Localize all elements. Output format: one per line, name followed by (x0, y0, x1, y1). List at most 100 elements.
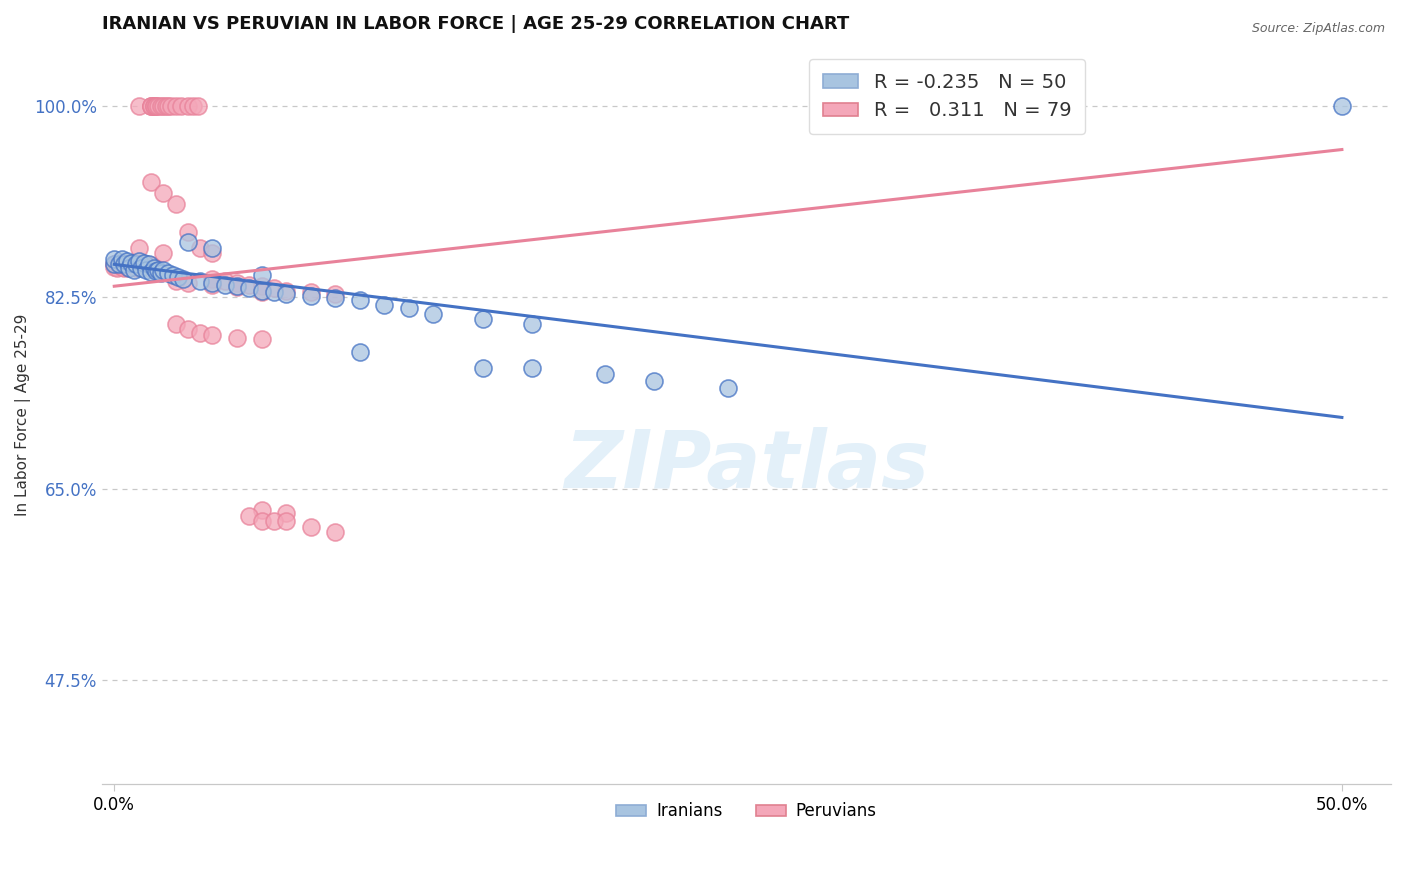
Point (149, 99, 172, 113)
Point (132, 256, 155, 270)
Point (177, 225, 200, 239)
Point (115, 260, 138, 274)
Point (139, 175, 162, 189)
Point (159, 99, 181, 113)
Point (250, 503, 273, 517)
Point (299, 285, 322, 299)
Point (238, 278, 260, 293)
Point (139, 99, 162, 113)
Point (643, 375, 665, 389)
Point (162, 268, 184, 283)
Point (177, 99, 200, 113)
Text: Source: ZipAtlas.com: Source: ZipAtlas.com (1251, 22, 1385, 36)
Point (142, 99, 165, 113)
Point (145, 99, 167, 113)
Point (152, 186, 174, 201)
Point (226, 330, 249, 344)
Point (105, 256, 128, 270)
Point (110, 256, 132, 270)
Point (422, 307, 444, 321)
Point (103, 257, 125, 271)
Point (177, 322, 200, 336)
Point (595, 367, 617, 381)
Point (263, 514, 285, 528)
Point (118, 260, 141, 275)
Point (139, 265, 162, 279)
Point (250, 285, 273, 299)
Point (128, 260, 150, 274)
Point (274, 506, 297, 520)
Point (152, 99, 174, 113)
Point (112, 257, 135, 271)
Point (165, 318, 187, 332)
Text: ZIPatlas: ZIPatlas (564, 427, 929, 506)
Point (115, 254, 138, 268)
Point (128, 99, 150, 113)
Point (132, 259, 155, 273)
Point (188, 241, 211, 255)
Point (250, 332, 273, 346)
Point (120, 257, 142, 271)
Point (177, 235, 200, 250)
Point (471, 361, 494, 376)
Point (471, 312, 494, 326)
Point (105, 260, 128, 275)
Point (129, 260, 152, 275)
Point (201, 276, 224, 290)
Point (103, 252, 125, 266)
Point (172, 271, 194, 285)
Point (226, 276, 249, 290)
Point (103, 257, 125, 271)
Point (520, 361, 543, 376)
Point (120, 256, 142, 270)
Point (349, 344, 371, 359)
Point (263, 285, 285, 299)
Point (139, 99, 162, 113)
Point (128, 254, 150, 268)
Point (148, 262, 170, 277)
Point (139, 99, 162, 113)
Point (323, 525, 346, 540)
Point (155, 99, 177, 113)
Point (181, 99, 204, 113)
Point (120, 259, 142, 273)
Point (152, 246, 174, 260)
Point (226, 279, 249, 293)
Point (110, 252, 132, 266)
Point (238, 508, 260, 523)
Point (145, 264, 167, 278)
Point (125, 257, 148, 271)
Point (122, 262, 145, 277)
Point (274, 514, 297, 528)
Point (128, 241, 150, 255)
Point (142, 260, 165, 275)
Point (152, 262, 174, 277)
Point (201, 328, 224, 343)
Point (323, 286, 346, 301)
Point (373, 298, 395, 312)
Point (142, 99, 165, 113)
Point (250, 279, 273, 293)
Point (201, 246, 224, 260)
Point (139, 259, 162, 273)
Point (250, 268, 273, 283)
Point (214, 278, 236, 293)
Point (108, 257, 131, 271)
Point (118, 260, 141, 275)
Point (145, 99, 167, 113)
Point (110, 260, 132, 274)
Point (138, 257, 160, 271)
Legend: Iranians, Peruvians: Iranians, Peruvians (609, 796, 883, 827)
Point (201, 271, 224, 285)
Point (214, 274, 236, 288)
Point (157, 266, 180, 280)
Point (250, 284, 273, 298)
Point (201, 278, 224, 293)
Point (520, 318, 543, 332)
Point (149, 266, 172, 280)
Point (167, 270, 190, 285)
Point (125, 260, 148, 275)
Point (299, 520, 322, 534)
Point (122, 260, 145, 274)
Point (165, 197, 187, 211)
